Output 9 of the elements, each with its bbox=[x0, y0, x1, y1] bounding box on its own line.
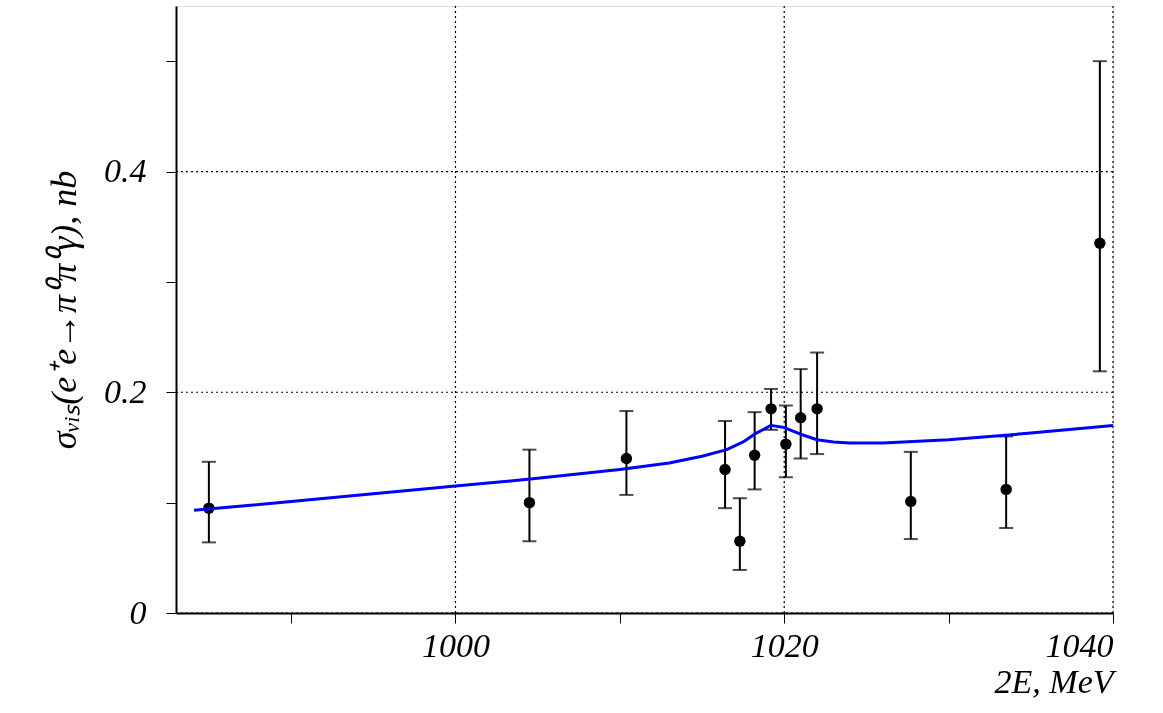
line-series bbox=[192, 423, 1115, 512]
y-tick-label: 0.4 bbox=[104, 152, 147, 190]
x-axis-title: 2E, MeV bbox=[994, 662, 1118, 700]
x-tick-label: 1020 bbox=[750, 626, 819, 664]
y-tick-label: 0.2 bbox=[104, 372, 147, 410]
x-tick-label: 1000 bbox=[421, 626, 490, 664]
y-tick-label: 0 bbox=[129, 593, 147, 631]
y-axis-title: σᵥᵢₛ(e⁺e→π⁰π⁰γ), nb bbox=[44, 170, 84, 450]
x-tick-label: 1040 bbox=[1045, 626, 1114, 664]
